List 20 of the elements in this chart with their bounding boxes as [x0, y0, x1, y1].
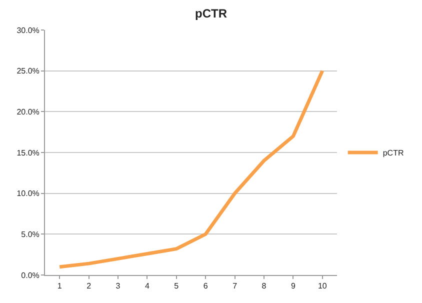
x-tick-label: 6 [203, 282, 208, 291]
chart-title: pCTR [195, 6, 228, 20]
x-tick-label: 5 [174, 282, 180, 291]
line-series [58, 69, 324, 269]
x-tick-label: 9 [290, 282, 296, 291]
legend-label: pCTR [382, 148, 404, 158]
x-tick-label: 7 [232, 282, 238, 291]
y-tick-label: 10.0% [16, 189, 40, 198]
y-tick-label: 0.0% [21, 270, 40, 280]
x-tick-label: 4 [144, 282, 150, 291]
x-tick-label: 1 [57, 282, 62, 291]
y-tick-label: 20.0% [16, 107, 40, 116]
x-tick-label: 3 [116, 282, 121, 291]
y-tick-label: 15.0% [16, 148, 40, 158]
y-tick-label: 25.0% [16, 66, 40, 76]
y-tick-label: 5.0% [21, 230, 40, 239]
y-tick-label: 30.0% [16, 26, 40, 35]
x-tick-label: 2 [86, 282, 92, 291]
x-tick-label: 8 [262, 282, 267, 291]
x-tick-label: 10 [318, 282, 328, 291]
